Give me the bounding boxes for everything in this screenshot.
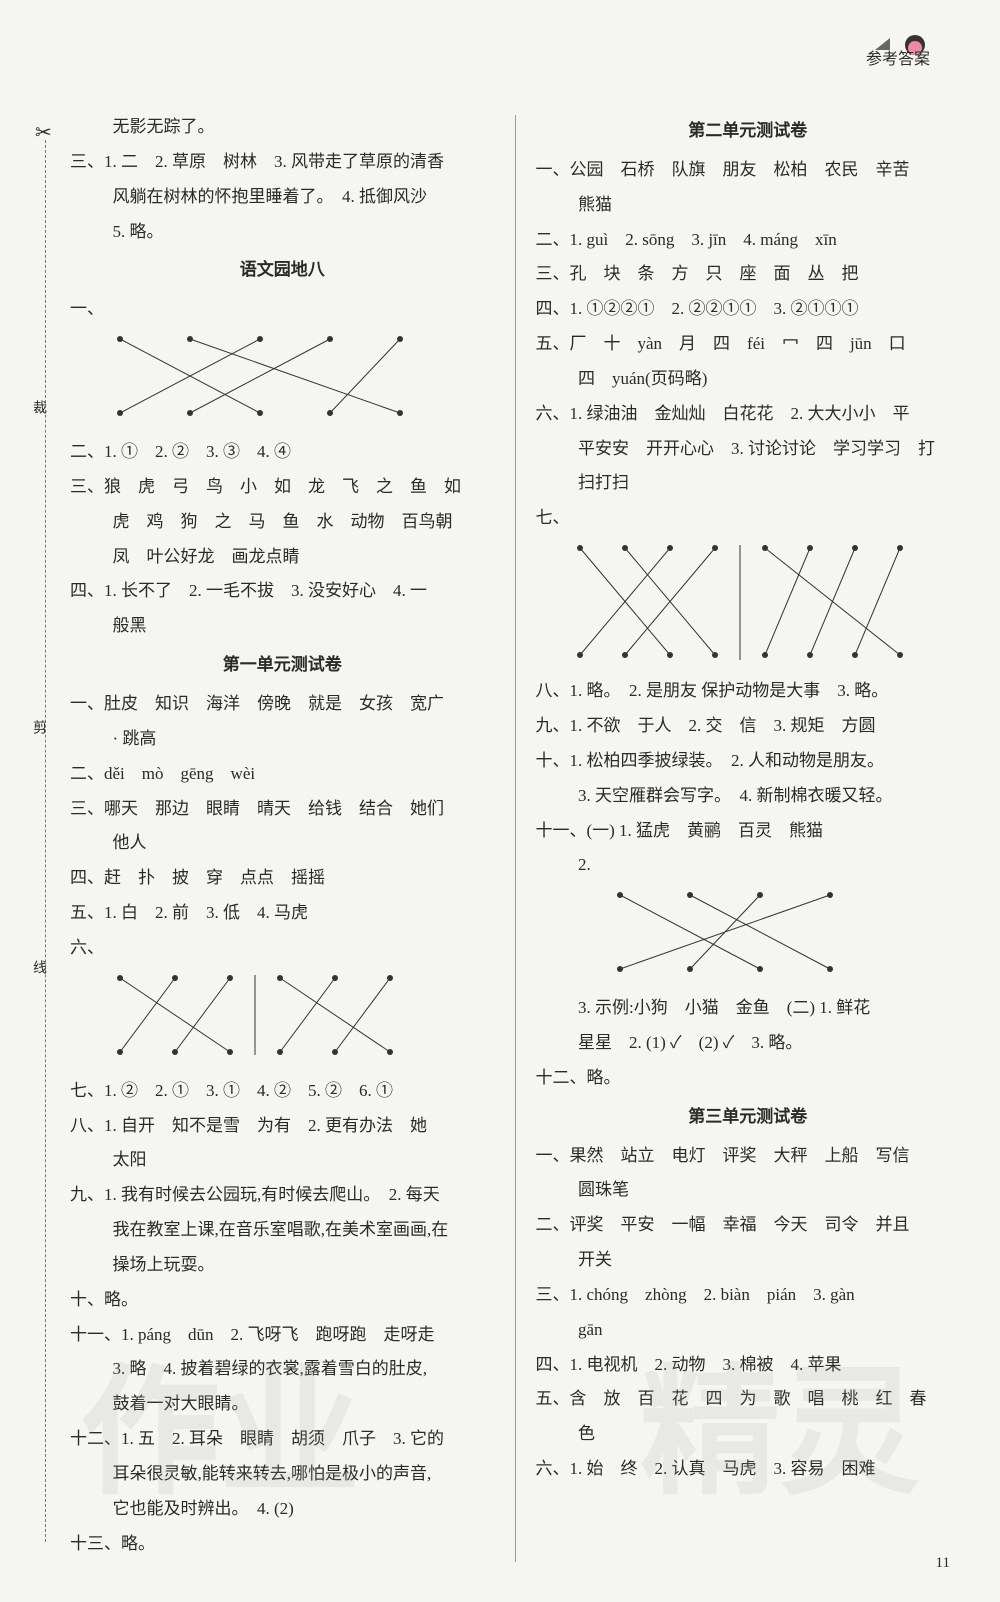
- text-line: 扫打扫: [535, 466, 960, 501]
- text-line: 十二、略。: [535, 1061, 960, 1096]
- section-title: 第二单元测试卷: [535, 114, 960, 149]
- text-line: 三、1. chóng zhòng 2. biàn pián 3. gàn: [535, 1278, 960, 1313]
- text-line: 六、1. 始 终 2. 认真 马虎 3. 容易 困难: [535, 1452, 960, 1487]
- cut-label-1: 裁: [28, 400, 48, 444]
- text-line: 3. 示例:小狗 小猫 金鱼 (二) 1. 鲜花: [535, 991, 960, 1026]
- left-column: 无影无踪了。 三、1. 二 2. 草原 树林 3. 风带走了草原的清香 风躺在树…: [70, 110, 495, 1562]
- text-line: 四、1. 长不了 2. 一毛不拔 3. 没安好心 4. 一: [70, 574, 495, 609]
- text-line: 3. 天空雁群会写字。 4. 新制棉衣暖又轻。: [535, 779, 960, 814]
- text-line: 四、1. 电视机 2. 动物 3. 棉被 4. 苹果: [535, 1348, 960, 1383]
- section-title: 第一单元测试卷: [70, 648, 495, 683]
- text-line: 八、1. 略。 2. 是朋友 保护动物是大事 3. 略。: [535, 674, 960, 709]
- text-line: 五、含 放 百 花 四 为 歌 唱 桃 红 春: [535, 1382, 960, 1417]
- text-line: 一、果然 站立 电灯 评奖 大秤 上船 写信: [535, 1139, 960, 1174]
- text-line: 3. 略 4. 披着碧绿的衣裳,露着雪白的肚皮,: [70, 1352, 495, 1387]
- text-line: 星星 2. (1) ✓ (2) ✓ 3. 略。: [535, 1026, 960, 1061]
- text-line: 虎 鸡 狗 之 马 鱼 水 动物 百鸟朝: [70, 505, 495, 540]
- column-divider: [515, 115, 516, 1562]
- text-line: 十、1. 松柏四季披绿装。 2. 人和动物是朋友。: [535, 744, 960, 779]
- text-line: 四、1. ①②②① 2. ②②①① 3. ②①①①: [535, 292, 960, 327]
- text-line: 我在教室上课,在音乐室唱歌,在美术室画画,在: [70, 1213, 495, 1248]
- text-line: 一、: [70, 292, 495, 327]
- text-line: 二、1. guì 2. sōng 3. jīn 4. máng xīn: [535, 223, 960, 258]
- text-line: 二、děi mò gēng wèi: [70, 757, 495, 792]
- text-line: 一、公园 石桥 队旗 朋友 松柏 农民 辛苦: [535, 153, 960, 188]
- text-line: 五、厂 十 yàn 月 四 féi 冖 四 jūn 口: [535, 327, 960, 362]
- text-line: 九、1. 不欲 于人 2. 交 信 3. 规矩 方圆: [535, 709, 960, 744]
- text-line: 三、孔 块 条 方 只 座 面 丛 把: [535, 257, 960, 292]
- text-line: 二、1. ① 2. ② 3. ③ 4. ④: [70, 435, 495, 470]
- text-line: 十三、略。: [70, 1527, 495, 1562]
- text-line: 平安安 开开心心 3. 讨论讨论 学习学习 打: [535, 432, 960, 467]
- text-line: 六、: [70, 931, 495, 966]
- text-line: 它也能及时辨出。 4. (2): [70, 1492, 495, 1527]
- text-line: 十、略。: [70, 1283, 495, 1318]
- text-line: 无影无踪了。: [70, 110, 495, 145]
- text-line: 色: [535, 1417, 960, 1452]
- text-line: 四、赶 扑 披 穿 点点 摇摇: [70, 861, 495, 896]
- text-line: 九、1. 我有时候去公园玩,有时候去爬山。 2. 每天: [70, 1178, 495, 1213]
- text-line: 十一、(一) 1. 猛虎 黄鹂 百灵 熊猫: [535, 814, 960, 849]
- text-line: · 跳高: [70, 722, 495, 757]
- text-line: 七、1. ② 2. ① 3. ① 4. ② 5. ② 6. ①: [70, 1074, 495, 1109]
- text-line: 太阳: [70, 1143, 495, 1178]
- text-line: 2.: [535, 848, 960, 883]
- text-line: 十一、1. páng dūn 2. 飞呀飞 跑呀跑 走呀走: [70, 1318, 495, 1353]
- text-line: 二、评奖 平安 一幅 幸福 今天 司令 并且: [535, 1208, 960, 1243]
- text-line: 风躺在树林的怀抱里睡着了。 4. 抵御风沙: [70, 180, 495, 215]
- text-line: 三、哪天 那边 眼睛 晴天 给钱 结合 她们: [70, 792, 495, 827]
- text-line: 五、1. 白 2. 前 3. 低 4. 马虎: [70, 896, 495, 931]
- text-line: 三、狼 虎 弓 鸟 小 如 龙 飞 之 鱼 如: [70, 470, 495, 505]
- matching-diagram: [100, 970, 495, 1070]
- scissors-icon: ✂: [35, 120, 52, 145]
- cut-label-3: 线: [28, 960, 48, 1004]
- matching-diagram: [100, 331, 495, 431]
- text-line: 八、1. 自开 知不是雪 为有 2. 更有办法 她: [70, 1109, 495, 1144]
- text-line: 鼓着一对大眼睛。: [70, 1387, 495, 1422]
- text-line: 操场上玩耍。: [70, 1248, 495, 1283]
- text-line: 他人: [70, 826, 495, 861]
- matching-diagram: [605, 887, 960, 987]
- section-title: 第三单元测试卷: [535, 1100, 960, 1135]
- text-line: 一、肚皮 知识 海洋 傍晚 就是 女孩 宽广: [70, 687, 495, 722]
- cut-line: [45, 140, 46, 1542]
- text-line: 般黑: [70, 609, 495, 644]
- page-number: 11: [936, 1555, 950, 1572]
- text-line: 凤 叶公好龙 画龙点睛: [70, 540, 495, 575]
- text-line: 七、: [535, 501, 960, 536]
- text-line: 耳朵很灵敏,能转来转去,哪怕是极小的声音,: [70, 1457, 495, 1492]
- text-line: 熊猫: [535, 188, 960, 223]
- text-line: 十二、1. 五 2. 耳朵 眼睛 胡须 爪子 3. 它的: [70, 1422, 495, 1457]
- text-line: 六、1. 绿油油 金灿灿 白花花 2. 大大小小 平: [535, 397, 960, 432]
- text-line: 四 yuán(页码略): [535, 362, 960, 397]
- text-line: gān: [535, 1313, 960, 1348]
- right-column: 第二单元测试卷 一、公园 石桥 队旗 朋友 松柏 农民 辛苦 熊猫 二、1. g…: [535, 110, 960, 1562]
- section-title: 语文园地八: [70, 253, 495, 288]
- matching-diagram: [565, 540, 960, 670]
- text-line: 开关: [535, 1243, 960, 1278]
- cut-label-2: 剪: [28, 720, 48, 764]
- text-line: 三、1. 二 2. 草原 树林 3. 风带走了草原的清香: [70, 145, 495, 180]
- text-line: 5. 略。: [70, 215, 495, 250]
- text-line: 圆珠笔: [535, 1173, 960, 1208]
- header-label: 参考答案: [866, 45, 930, 69]
